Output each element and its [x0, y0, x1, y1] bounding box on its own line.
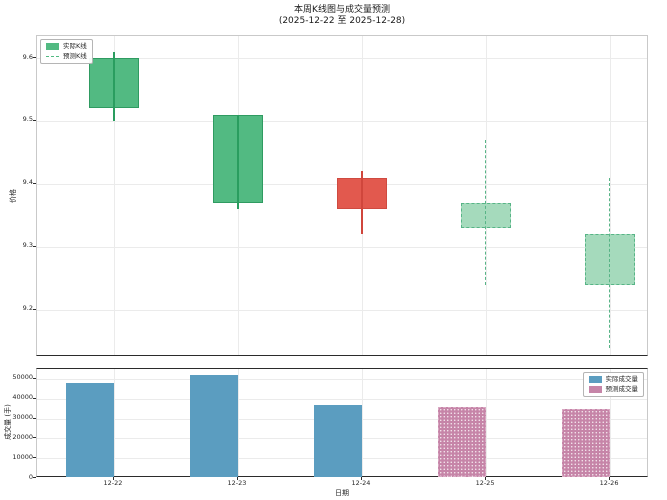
volume-v-gridline	[237, 369, 239, 476]
x-tick-label: 12-22	[103, 479, 123, 487]
price-legend: 实际K线预测K线	[40, 39, 93, 64]
legend-entry: 实际K线	[46, 43, 87, 50]
legend-entry: 预测K线	[46, 53, 87, 60]
price-y-tick-label: 9.5	[22, 115, 33, 124]
volume-y-tick-label: 40000	[12, 393, 33, 402]
chart-title-line1: 本周K线图与成交量预测	[294, 5, 390, 15]
forecast-candle-wick	[485, 139, 487, 285]
price-y-tick-label: 9.6	[22, 52, 33, 61]
price-h-gridline	[37, 58, 647, 60]
price-y-tick-label: 9.4	[22, 178, 33, 187]
volume-v-gridline	[361, 369, 363, 476]
price-y-tick-label: 9.3	[22, 241, 33, 250]
volume-y-tick-label: 0	[28, 472, 33, 481]
chart-title: 本周K线图与成交量预测 (2025-12-22 至 2025-12-28)	[36, 5, 648, 27]
volume-y-tick-mark	[33, 437, 36, 439]
volume-h-gridline	[37, 378, 647, 380]
volume-plot-layer	[37, 369, 647, 477]
legend-swatch-patch	[588, 376, 602, 383]
volume-y-tick-mark	[33, 417, 36, 419]
x-tick-mark	[112, 477, 114, 480]
x-tick-mark	[485, 477, 487, 480]
price-h-gridline	[37, 309, 647, 311]
legend-entry-label: 预测成交量	[605, 385, 639, 393]
forecast-candle-wick	[609, 177, 611, 348]
price-chart-axes: 实际K线预测K线	[36, 35, 648, 356]
price-y-tick-mark	[33, 245, 36, 247]
x-tick-mark	[360, 477, 362, 480]
x-tick-label: 12-24	[351, 479, 371, 487]
price-v-gridline	[610, 36, 612, 355]
legend-swatch-hatched-patch	[588, 386, 602, 393]
x-tick-mark	[609, 477, 611, 480]
volume-bar-forecast	[438, 406, 487, 477]
volume-y-tick-label: 50000	[12, 373, 33, 382]
volume-y-tick-mark	[33, 397, 36, 399]
candle-wick	[113, 51, 115, 121]
legend-swatch-patch	[46, 43, 59, 50]
price-v-gridline	[113, 36, 115, 355]
volume-bar-actual	[189, 374, 238, 477]
volume-bar-actual	[65, 382, 114, 477]
price-plot-layer	[37, 36, 647, 355]
volume-bar-forecast	[562, 408, 611, 477]
price-h-gridline	[37, 246, 647, 248]
x-tick-mark	[236, 477, 238, 480]
candle-wick	[237, 114, 239, 210]
legend-swatch-dashed-line	[46, 56, 59, 57]
price-y-axis-label: 价格	[9, 189, 17, 203]
x-axis-label: 日期	[335, 489, 349, 497]
price-y-tick-label: 9.2	[22, 304, 33, 313]
chart-title-line2: (2025-12-22 至 2025-12-28)	[278, 16, 406, 26]
price-v-gridline	[486, 36, 488, 355]
legend-entry: 预测成交量	[588, 385, 639, 393]
volume-chart-axes: 实际成交量预测成交量	[36, 368, 648, 477]
legend-entry: 实际成交量	[588, 375, 639, 383]
volume-y-tick-mark	[33, 477, 36, 478]
legend-entry-label: 预测K线	[63, 52, 87, 60]
volume-v-gridline	[610, 369, 612, 476]
volume-y-tick-mark	[33, 377, 36, 379]
price-y-tick-mark	[33, 57, 36, 59]
legend-entry-label: 实际成交量	[605, 375, 639, 383]
legend-entry-label: 实际K线	[63, 42, 87, 50]
price-y-tick-mark	[33, 119, 36, 121]
volume-bar-actual	[313, 404, 362, 477]
volume-legend: 实际成交量预测成交量	[582, 372, 644, 397]
x-tick-label: 12-25	[475, 479, 495, 487]
x-tick-label: 12-23	[227, 479, 247, 487]
volume-y-tick-label: 20000	[12, 432, 33, 441]
volume-y-tick-label: 30000	[12, 413, 33, 422]
price-y-tick-mark	[33, 182, 36, 184]
volume-y-tick-label: 10000	[12, 452, 33, 461]
x-tick-label: 12-26	[599, 479, 619, 487]
volume-v-gridline	[486, 369, 488, 476]
price-y-tick-mark	[33, 308, 36, 310]
candle-wick	[361, 171, 363, 235]
volume-v-gridline	[113, 369, 115, 476]
volume-y-tick-mark	[33, 457, 36, 459]
price-h-gridline	[37, 120, 647, 122]
volume-h-gridline	[37, 398, 647, 400]
